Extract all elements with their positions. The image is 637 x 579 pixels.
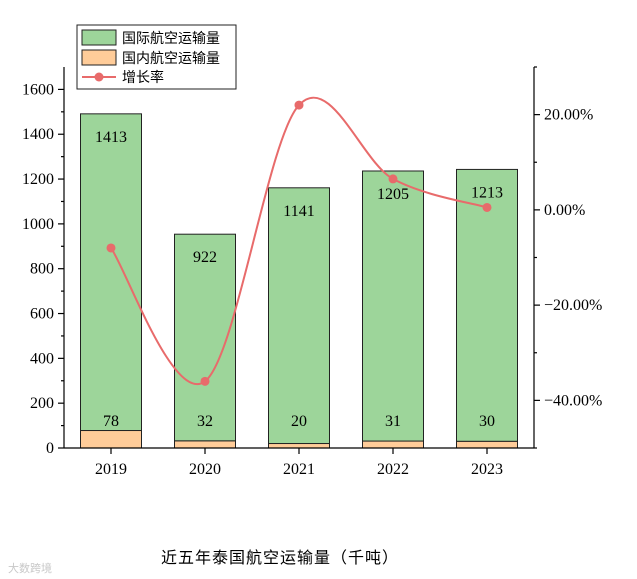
bar-domestic-2021 (268, 443, 330, 449)
legend-swatch-domestic (81, 49, 117, 66)
data-label-domestic-2020: 32 (197, 413, 213, 430)
axes: 0 200 400 600 800 1000 1200 1400 1600 20.00% 0.00%… (22, 66, 602, 478)
y2-tick-label--20.00%: −20.00% (544, 297, 602, 314)
data-label-international-2020: 922 (193, 249, 217, 266)
chart-caption: 近五年泰国航空运输量（千吨） (160, 548, 399, 567)
y2-tick-label-0.00%: 0.00% (544, 202, 585, 219)
bar-domestic-2020 (174, 440, 236, 449)
watermark: 大数跨境 (8, 562, 52, 575)
y-tick-label-0: 0 (46, 440, 54, 457)
growth-rate-point-2019 (106, 243, 116, 253)
x-tick-label-2020: 2020 (189, 461, 221, 478)
growth-rate-point-2020 (200, 376, 210, 386)
x-tick-label-2021: 2021 (283, 461, 315, 478)
bar-domestic-2022 (362, 440, 424, 449)
legend-swatch-international (81, 29, 117, 46)
y-tick-label-200: 200 (30, 395, 54, 412)
bar-international-2023 (456, 168, 518, 442)
data-label-international-2021: 1141 (283, 203, 314, 220)
x-tick-label-2022: 2022 (377, 461, 409, 478)
growth-rate-point-2023 (482, 202, 492, 212)
legend-label-domestic: 国内航空运输量 (122, 51, 220, 67)
x-tick-label-2019: 2019 (95, 461, 127, 478)
data-label-domestic-2022: 31 (385, 413, 401, 430)
bar-international-2022 (362, 170, 424, 442)
x-tick-label-2023: 2023 (471, 461, 503, 478)
data-label-international-2023: 1213 (471, 184, 503, 201)
legend-label-international: 国际航空运输量 (122, 31, 220, 47)
bars-layer: 1413 78 922 32 1141 20 1205 31 1213 30 (80, 113, 518, 449)
bar-international-2020 (174, 233, 236, 442)
growth-rate-point-2022 (388, 174, 398, 184)
legend-marker-growth (94, 72, 104, 82)
growth-line-layer (106, 96, 492, 386)
y2-tick-label--40.00%: −40.00% (544, 392, 602, 409)
y-tick-label-400: 400 (30, 350, 54, 367)
growth-rate-point-2021 (294, 100, 304, 110)
y2-tick-label-20.00%: 20.00% (544, 107, 593, 124)
data-label-international-2022: 1205 (377, 186, 409, 203)
data-label-domestic-2021: 20 (291, 413, 307, 430)
data-label-international-2019: 1413 (95, 129, 127, 146)
bar-domestic-2023 (456, 440, 518, 449)
y-tick-label-1400: 1400 (22, 126, 54, 143)
bar-domestic-2019 (80, 430, 142, 449)
legend-label-growth: 增长率 (122, 69, 164, 86)
data-label-domestic-2019: 78 (103, 413, 119, 430)
y-tick-label-1200: 1200 (22, 171, 54, 188)
y-tick-label-1600: 1600 (22, 81, 54, 98)
chart: 1413 78 922 32 1141 20 1205 31 1213 30 0 200 400 600… (22, 24, 602, 478)
bar-international-2021 (268, 187, 330, 445)
y-tick-label-1000: 1000 (22, 216, 54, 233)
bar-international-2019 (80, 113, 142, 432)
data-label-domestic-2023: 30 (479, 413, 495, 430)
y-tick-label-600: 600 (30, 306, 54, 323)
y-tick-label-800: 800 (30, 261, 54, 278)
